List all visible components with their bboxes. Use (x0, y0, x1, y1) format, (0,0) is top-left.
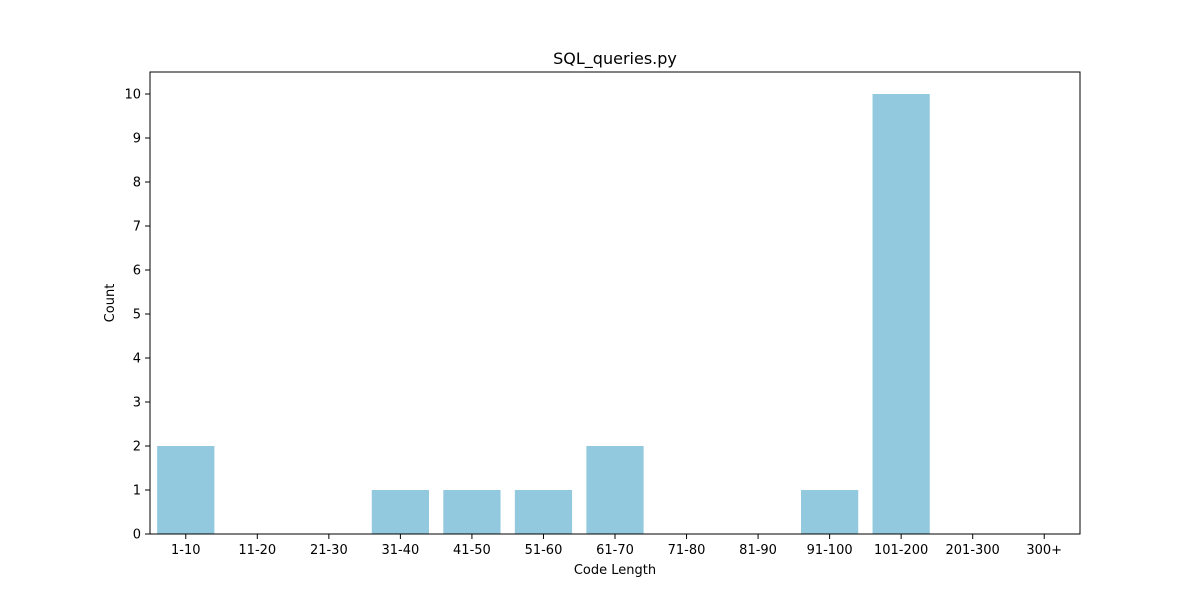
y-tick-label: 1 (133, 484, 141, 499)
x-axis-label: Code Length (574, 563, 656, 578)
x-tick-label: 11-20 (238, 543, 276, 558)
x-tick-label: 41-50 (453, 543, 491, 558)
x-tick-label: 21-30 (310, 543, 348, 558)
y-tick-label: 3 (133, 396, 141, 411)
y-tick-label: 9 (133, 132, 141, 147)
y-tick-label: 4 (133, 352, 141, 367)
bar-31-40 (371, 490, 429, 534)
bar-41-50 (443, 490, 501, 534)
y-tick-label: 6 (133, 264, 141, 279)
bar-61-70 (586, 446, 644, 534)
x-tick-label: 101-200 (874, 543, 928, 558)
chart-title: SQL_queries.py (553, 49, 677, 69)
y-axis-label: Count (103, 284, 118, 323)
y-tick-label: 8 (133, 176, 141, 191)
x-tick-label: 71-80 (668, 543, 706, 558)
y-tick-label: 2 (133, 440, 141, 455)
y-tick-label: 7 (133, 220, 141, 235)
bar-1-10 (157, 446, 215, 534)
y-tick-label: 0 (133, 528, 141, 543)
bars-group (157, 94, 930, 534)
y-tick-label: 5 (133, 308, 141, 323)
bar-101-200 (872, 94, 930, 534)
x-tick-label: 1-10 (171, 543, 201, 558)
x-tick-label: 81-90 (739, 543, 777, 558)
x-tick-label: 31-40 (381, 543, 419, 558)
bar-91-100 (801, 490, 859, 534)
x-tick-label: 91-100 (807, 543, 853, 558)
y-tick-label: 10 (124, 88, 141, 103)
x-tick-label: 51-60 (525, 543, 563, 558)
x-tick-label: 300+ (1026, 543, 1062, 558)
x-axis: 1-10 11-20 21-30 31-40 41-50 51-60 61-70 71-80 8… (171, 534, 1062, 558)
x-tick-label: 61-70 (596, 543, 634, 558)
y-axis: 0 1 2 3 4 5 6 7 8 9 10 (124, 88, 150, 543)
bar-51-60 (514, 490, 573, 534)
x-tick-label: 201-300 (946, 543, 1000, 558)
